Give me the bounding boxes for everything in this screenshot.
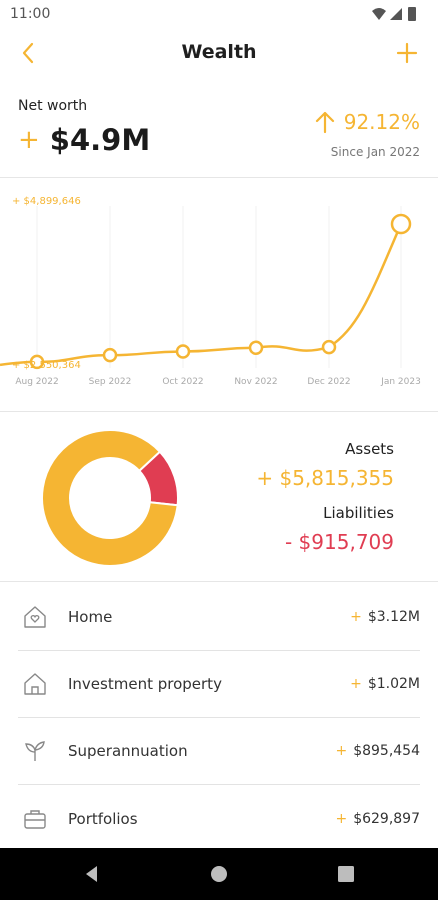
chart-y-min-label: + $2,550,364 [12, 360, 81, 371]
battery-icon [408, 7, 416, 21]
chart-point [248, 340, 264, 356]
wifi-icon [372, 8, 386, 20]
status-icons [372, 7, 416, 21]
list-item-superannuation[interactable]: Superannuation + $895,454 [18, 718, 420, 785]
list-item-label: Investment property [68, 675, 222, 693]
net-worth-change: 92.12% [314, 110, 420, 134]
net-worth-value-row: + $4.9M [18, 120, 150, 160]
nav-home-icon[interactable] [209, 864, 229, 884]
chart-point [29, 354, 45, 370]
list-item-investment-property[interactable]: Investment property + $1.02M [18, 651, 420, 718]
list-item-value: $1.02M [367, 676, 420, 692]
system-nav-bar [0, 848, 438, 900]
net-worth-chart[interactable]: + $4,899,646 + $2,550,364 Aug 2022 Sep 2022… [0, 178, 438, 410]
plus-icon[interactable] [392, 38, 422, 68]
briefcase-icon [24, 809, 46, 829]
signal-icon [390, 8, 402, 20]
divider [0, 411, 438, 412]
chart-point [175, 344, 191, 359]
chart-x-tick-label: Nov 2022 [234, 377, 277, 387]
list-item-label: Portfolios [68, 809, 138, 828]
assets-label: Assets [345, 440, 394, 458]
chart-x-tick-label: Sep 2022 [89, 377, 132, 387]
chart-series-line [0, 223, 403, 367]
assets-liabilities-donut [41, 429, 179, 567]
list-item-label: Home [68, 608, 113, 626]
chart-point [390, 213, 412, 235]
app-bar: Wealth [0, 30, 438, 78]
net-worth-change-pct: 92.12% [343, 110, 420, 134]
list-item-value: $629,897 [353, 810, 420, 827]
net-worth-sign: + [18, 125, 40, 155]
assets-liabilities-section: Assets + $5,815,355 Liabilities - $915,7… [0, 420, 438, 580]
chart-x-tick-label: Jan 2023 [380, 377, 421, 387]
wealth-category-list: Home + $3.12M Investment property + $1.0… [18, 584, 420, 852]
net-worth-label: Net worth [18, 98, 88, 114]
liabilities-value: - $915,709 [284, 530, 394, 554]
list-item-amount: + $1.02M [350, 676, 420, 692]
net-worth-since: Since Jan 2022 [330, 145, 420, 159]
chevron-left-icon[interactable] [14, 38, 44, 68]
divider [0, 177, 438, 178]
status-bar: 11:00 [0, 0, 438, 30]
chart-y-max-label: + $4,899,646 [12, 196, 81, 207]
chart-point [102, 347, 118, 363]
chart-x-tick-label: Dec 2022 [307, 377, 350, 387]
list-item-sign: + [335, 743, 348, 759]
net-worth-summary: Net worth + $4.9M 92.12% Since Jan 2022 [0, 90, 438, 176]
chart-x-tick-label: Aug 2022 [15, 377, 58, 387]
list-item-value: $3.12M [367, 609, 420, 625]
net-worth-value: $4.9M [49, 123, 151, 157]
list-item-sign: + [350, 676, 362, 692]
list-item-portfolios[interactable]: Portfolios + $629,897 [18, 785, 420, 852]
home-heart-icon [24, 606, 46, 628]
nav-recents-icon[interactable] [336, 864, 356, 884]
list-item-amount: + $895,454 [335, 743, 420, 759]
donut-slice-assets [41, 429, 179, 567]
list-item-value: $895,454 [353, 743, 420, 759]
assets-value: + $5,815,355 [256, 466, 394, 490]
chart-x-tick-label: Oct 2022 [162, 377, 203, 387]
divider [0, 581, 438, 582]
list-item-home[interactable]: Home + $3.12M [18, 584, 420, 651]
chart-point [321, 339, 337, 355]
list-item-amount: + $3.12M [350, 609, 420, 625]
list-item-amount: + $629,897 [335, 811, 420, 827]
house-icon [24, 673, 46, 695]
liabilities-label: Liabilities [323, 504, 394, 522]
list-item-sign: + [335, 810, 348, 827]
arrow-up-icon [315, 111, 334, 134]
nav-back-icon[interactable] [82, 864, 102, 884]
page-title: Wealth [181, 41, 257, 63]
status-time: 11:00 [10, 6, 51, 22]
sprout-icon [25, 741, 45, 761]
list-item-label: Superannuation [68, 742, 188, 760]
list-item-sign: + [350, 609, 362, 625]
